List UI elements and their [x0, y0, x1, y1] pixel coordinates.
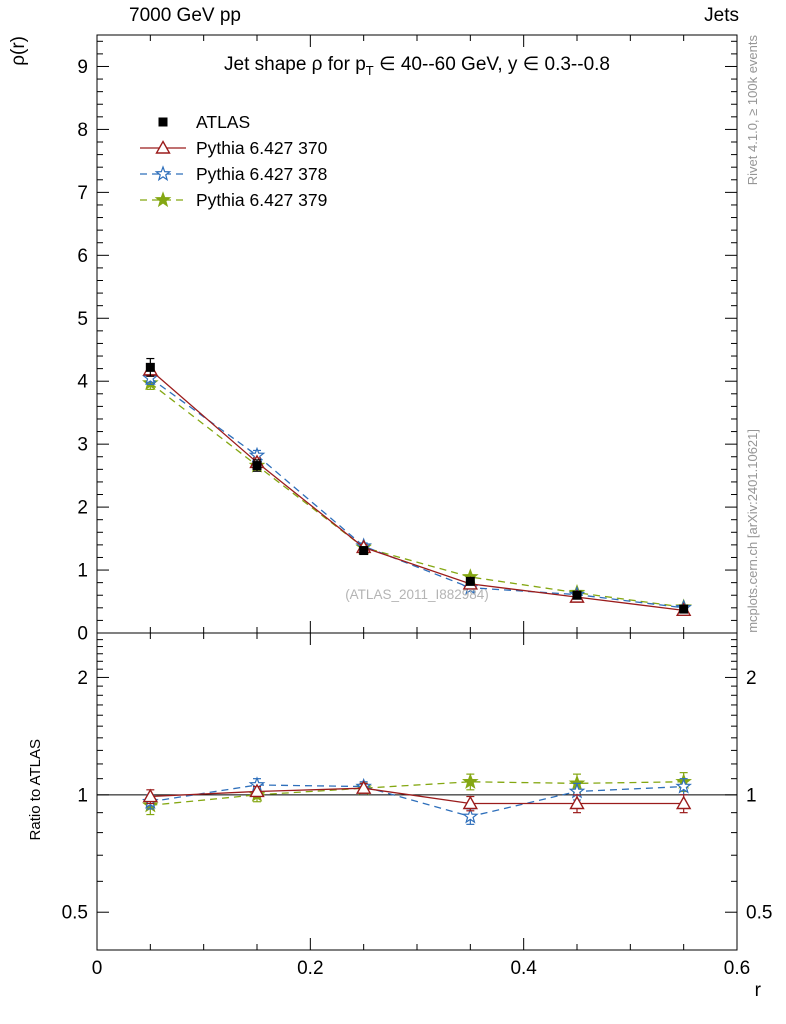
- legend-label: Pythia 6.427 370: [196, 138, 328, 158]
- ratio-y-tick-label-left: 2: [77, 668, 88, 689]
- legend-label: Pythia 6.427 379: [196, 190, 327, 210]
- x-tick-label: 0.2: [297, 958, 323, 979]
- plot-title: Jet shape ρ for pT ∈ 40--60 GeV, y ∈ 0.3…: [97, 53, 737, 78]
- x-tick-label: 0.4: [510, 958, 537, 979]
- series-pythia-6.427-370: [142, 780, 692, 814]
- triangle-marker: [569, 795, 585, 810]
- main-y-tick-label: 7: [77, 183, 88, 204]
- axes: 0 0.2 0.4 0.6 0 1 2 3 4 5 6 7 8 9 0.5 0.5 1 1 2 2: [62, 34, 772, 979]
- star-marker: [154, 191, 172, 208]
- triangle-marker: [155, 140, 171, 154]
- legend-item-pythia-6.427-370: Pythia 6.427 370: [140, 138, 328, 158]
- star-marker: [462, 773, 479, 789]
- ratio-y-tick-label-right: 1: [746, 785, 757, 806]
- triangle-marker: [675, 795, 692, 810]
- triangle-marker: [142, 788, 159, 803]
- main-y-tick-label: 1: [77, 561, 88, 582]
- main-y-tick-label: 6: [77, 246, 88, 267]
- legend-item-atlas: ATLAS: [158, 112, 250, 132]
- main-y-tick-label: 3: [77, 435, 88, 456]
- ratio-y-tick-label-left: 0.5: [62, 903, 88, 924]
- rivet-version-note: Rivet 4.1.0, ≥ 100k events: [745, 35, 760, 186]
- main-y-tick-label: 9: [77, 57, 88, 78]
- x-axis-label: r: [754, 980, 761, 1001]
- x-tick-label: 0.6: [724, 958, 750, 979]
- legend-item-pythia-6.427-378: Pythia 6.427 378: [140, 164, 327, 184]
- triangle-marker: [249, 783, 265, 798]
- analysis-group-label: Jets: [704, 5, 739, 26]
- x-tick-label: 0: [92, 958, 103, 979]
- main-y-tick-label: 2: [77, 498, 88, 519]
- ratio-y-tick-label-right: 2: [746, 668, 757, 689]
- triangle-marker: [355, 780, 372, 794]
- main-y-tick-label: 8: [77, 120, 88, 141]
- analysis-id-watermark: (ATLAS_2011_I882984): [345, 587, 489, 602]
- square-marker: [359, 546, 369, 556]
- ratio-y-tick-label-left: 1: [77, 785, 88, 806]
- y-axis-label-ratio: Ratio to ATLAS: [27, 739, 44, 841]
- star-marker: [675, 777, 692, 794]
- square-marker: [679, 604, 689, 614]
- legend-label: Pythia 6.427 378: [196, 164, 327, 184]
- square-marker: [252, 461, 262, 471]
- series-pythia-6.427-379: [142, 374, 692, 615]
- main-y-tick-label: 5: [77, 309, 88, 330]
- main-y-tick-label: 0: [77, 624, 88, 645]
- star-marker: [154, 165, 172, 182]
- star-marker: [142, 369, 159, 386]
- legend-label: ATLAS: [196, 112, 250, 132]
- series-atlas: [145, 357, 689, 614]
- ratio-panel-frame: [96, 632, 738, 951]
- legend-item-pythia-6.427-379: Pythia 6.427 379: [140, 190, 327, 210]
- series-pythia-6.427-370: [142, 361, 692, 617]
- square-marker: [145, 362, 155, 372]
- plot-title-subscript: T: [365, 62, 374, 78]
- series-pythia-6.427-378: [142, 369, 692, 615]
- main-panel-frame: [96, 34, 738, 634]
- square-marker: [465, 576, 475, 586]
- beam-label: 7000 GeV pp: [129, 5, 241, 26]
- triangle-marker: [462, 795, 479, 810]
- ratio-y-tick-label-right: 0.5: [746, 903, 772, 924]
- mcplots-reference-note: mcplots.cern.ch [arXiv:2401.10621]: [745, 429, 760, 633]
- square-marker: [158, 117, 168, 127]
- square-marker: [572, 590, 582, 600]
- star-marker: [462, 807, 479, 824]
- y-axis-label-main: ρ(r): [8, 36, 29, 66]
- plot-title-prefix: Jet shape ρ for p: [224, 54, 366, 75]
- main-y-tick-label: 4: [77, 372, 88, 393]
- plot-title-suffix: ∈ 40--60 GeV, y ∈ 0.3--0.8: [373, 54, 610, 75]
